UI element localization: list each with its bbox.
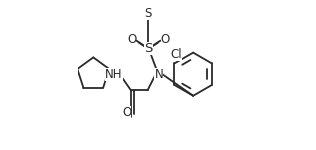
Text: O: O [161, 33, 170, 46]
Text: O: O [127, 33, 136, 46]
Text: S: S [144, 42, 153, 55]
Text: Cl: Cl [170, 48, 182, 61]
Text: NH: NH [105, 68, 123, 81]
Text: N: N [155, 68, 163, 81]
Text: O: O [122, 106, 131, 119]
Text: S: S [145, 7, 152, 20]
